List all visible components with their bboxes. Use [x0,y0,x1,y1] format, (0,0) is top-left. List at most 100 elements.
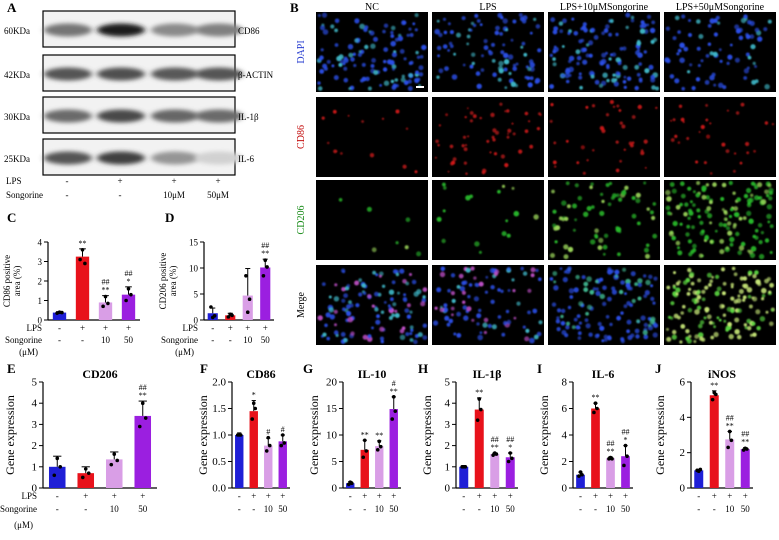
data-point [86,471,91,475]
micro-cell [761,287,767,294]
micro-cell [751,296,755,300]
micro-cell [538,277,542,282]
micro-cell [617,61,622,66]
micro-cell [600,192,604,196]
micro-cell [537,48,542,53]
micro-cell [649,318,655,325]
micro-cell [689,271,695,277]
micro-image [664,12,776,92]
x-unit-label: (μM) [14,520,33,530]
micro-cell [583,211,589,217]
micro-cell [336,55,342,62]
micro-cell [448,318,454,324]
micro-cell [395,269,399,274]
micro-cell [436,287,442,293]
micro-cell [485,275,489,279]
bar [278,441,287,488]
micro-cell [765,310,769,314]
micro-cell [471,52,476,57]
micro-cell [726,109,729,112]
micro-cell [462,300,466,304]
panel-letter-i: I [537,361,542,376]
micro-cell [590,27,596,33]
micro-cell [747,273,752,277]
blot-band [151,109,199,123]
y-tick-label: 4 [680,412,686,424]
micro-cells [317,268,428,345]
micro-cell [665,26,671,31]
micro-cell [520,266,524,271]
micro-cell [472,114,477,119]
micro-cell [550,103,554,107]
micro-cell [672,36,677,41]
micro-cell [701,297,706,302]
micro-cell [652,332,658,338]
x-treatment-value: + [83,491,88,501]
micro-cell [709,240,714,244]
micro-cell [677,30,681,34]
micro-cell [456,285,461,289]
micro-cell [397,35,404,42]
micro-cell [365,76,370,82]
data-point [477,397,482,401]
micro-cell [484,290,488,294]
micro-cell [444,315,450,321]
micro-cell [619,121,623,125]
micro-cell [560,314,564,319]
bar [360,449,369,488]
micro-cell [674,134,678,138]
x-treatment-value: 10 [264,504,274,514]
data-point [137,424,142,429]
micro-cell [327,141,330,145]
micro-cell [359,23,365,30]
micro-cell [641,22,647,28]
micro-cell [560,73,565,78]
micro-cell [594,79,600,85]
x-treatment-value: 50 [138,504,148,514]
micro-cell [623,304,628,309]
micro-cell [467,135,470,138]
micro-cell [328,295,332,299]
micro-cell [463,315,469,321]
micro-cell [745,52,750,57]
micro-cell [476,322,480,326]
chart-title: CD206 [82,367,117,381]
micro-image [664,97,776,177]
x-treatment-value: + [712,491,717,501]
micro-cell [709,200,713,205]
data-point [60,310,64,315]
x-treatment-value: + [391,491,396,501]
x-unit-label: (μM) [19,347,38,357]
micro-cell [691,86,696,91]
micro-cell [450,291,455,296]
micro-cell [399,328,405,334]
micro-cell [566,204,571,209]
micro-cell [713,331,719,338]
micro-cell [683,46,689,52]
micro-cell [640,315,646,321]
micro-cell [554,225,561,231]
micro-row-label: CD86 [296,125,307,149]
micro-cell [621,124,626,129]
x-treatment-value: - [594,504,597,514]
micro-cell [747,19,752,25]
x-treatment-value: + [263,323,268,333]
micro-cell [573,317,578,322]
micro-cell [766,213,772,220]
blot-band [44,23,92,37]
x-treatment-value: + [126,323,131,333]
micro-cell [767,183,772,188]
micro-cell [733,169,736,173]
micro-cell [409,338,414,342]
micro-cell [506,266,511,272]
micro-cell [582,59,588,65]
data-point [475,418,480,422]
blot-band [151,151,199,165]
x-treatment-value: + [477,491,482,501]
micro-cell [723,210,728,214]
micro-cell [371,58,376,63]
micro-cell [620,280,625,285]
micro-cell [705,183,710,187]
micro-cell [567,31,571,35]
data-point [375,448,380,452]
